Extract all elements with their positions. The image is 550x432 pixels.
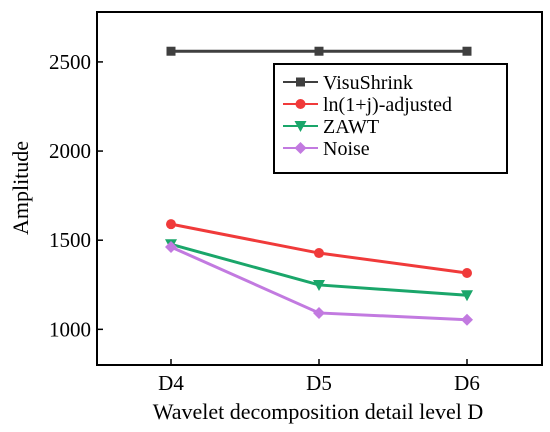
legend-marker: [296, 77, 305, 87]
legend-item: ZAWT: [283, 116, 379, 138]
x-axis: D4 D5 D6: [158, 359, 480, 395]
y-axis-label: Amplitude: [8, 141, 33, 235]
y-tick-label: 1500: [49, 228, 91, 252]
data-point: [165, 240, 177, 253]
legend-item: VisuShrink: [283, 72, 413, 94]
legend-label: ln(1+j)-adjusted: [323, 94, 452, 116]
data-point: [313, 279, 325, 291]
series-ln-1-j-adjusted: [166, 219, 472, 279]
legend-marker: [295, 99, 306, 109]
data-point: [314, 46, 324, 56]
y-axis: 1000 1500 2000 2500: [49, 50, 103, 341]
x-axis-label: Wavelet decomposition detail level D: [153, 399, 484, 424]
data-point: [462, 46, 472, 56]
series-layer: [165, 46, 473, 326]
data-point: [314, 248, 324, 259]
data-point: [313, 306, 325, 319]
legend-marker: [294, 121, 307, 132]
data-point: [166, 46, 176, 56]
y-tick-label: 2500: [49, 50, 91, 74]
data-point: [461, 290, 473, 302]
legend-label: VisuShrink: [323, 72, 413, 94]
legend-item: Noise: [283, 138, 370, 160]
x-tick-label: D4: [158, 371, 184, 395]
x-tick-label: D5: [306, 371, 332, 395]
series-visushrink: [166, 46, 472, 56]
data-point: [166, 219, 176, 230]
series-noise: [165, 240, 473, 326]
legend-marker: [294, 142, 307, 154]
y-tick-label: 2000: [49, 139, 91, 163]
legend-item: ln(1+j)-adjusted: [283, 94, 452, 116]
x-tick-label: D6: [454, 371, 480, 395]
y-tick-label: 1000: [49, 317, 91, 341]
legend-label: ZAWT: [323, 116, 379, 138]
legend-label: Noise: [323, 138, 370, 160]
data-point: [461, 313, 473, 326]
data-point: [462, 268, 472, 279]
